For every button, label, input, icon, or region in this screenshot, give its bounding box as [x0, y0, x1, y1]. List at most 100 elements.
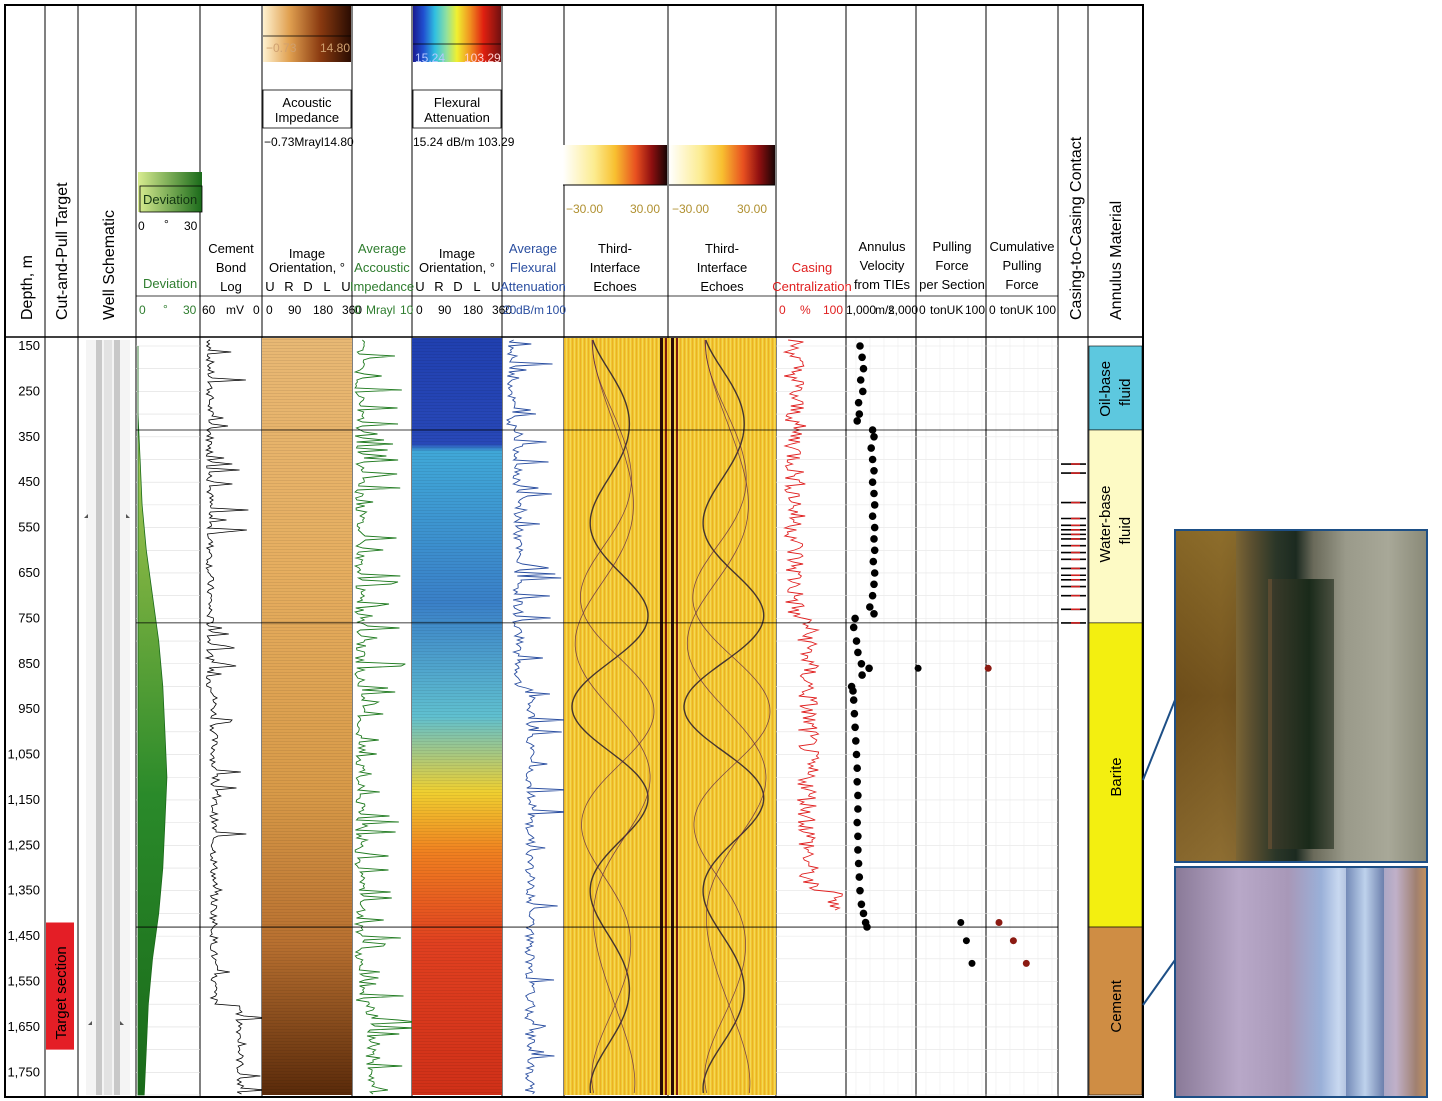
svg-text:30.00: 30.00	[630, 202, 660, 216]
svg-text:Casing: Casing	[792, 260, 832, 275]
orientation-scale-label: 0	[266, 303, 273, 317]
annulus-velocity-point	[870, 580, 878, 589]
deviation-title: Deviation	[143, 276, 197, 291]
annulus-velocity-point	[869, 557, 878, 566]
annulus-velocity-point	[870, 489, 878, 498]
orientation-scale-label: 360	[492, 303, 512, 317]
annulus-velocity-point	[854, 832, 862, 841]
svg-text:30.00: 30.00	[737, 202, 767, 216]
annulus-velocity-point	[859, 387, 867, 396]
svg-text:Pulling: Pulling	[932, 239, 971, 254]
orientation-label: L	[323, 279, 330, 294]
pulling-force-header: Pulling Force per Section 0 tonUK 100	[919, 239, 985, 317]
svg-text:15.24: 15.24	[415, 51, 445, 65]
svg-text:Image: Image	[289, 246, 325, 261]
svg-text:Flexural: Flexural	[434, 95, 480, 110]
annulus-velocity-point	[868, 512, 877, 520]
annulus-zone-label: fluid	[1117, 378, 1134, 406]
cbl-header: Cement Bond Log 60 mV 0	[202, 241, 260, 317]
svg-text:0: 0	[139, 303, 146, 317]
annulus-velocity-point	[850, 709, 859, 718]
deviation-legend: Deviation 0 ° 30	[138, 172, 203, 233]
cut-pull-title: Cut-and-Pull Target	[54, 182, 71, 320]
annulus-velocity-point	[854, 791, 862, 800]
annulus-velocity-point	[853, 764, 861, 772]
svg-text:Force: Force	[935, 258, 968, 273]
depth-tick-label: 250	[18, 383, 40, 398]
tie1-header: Third- Interface Echoes	[590, 241, 641, 294]
tie-echo-wave	[683, 339, 765, 1094]
svg-text:103.29: 103.29	[464, 51, 501, 65]
svg-text:Orientation, °: Orientation, °	[269, 260, 345, 275]
orientation-label: L	[473, 279, 480, 294]
svg-text:Third-: Third-	[598, 241, 632, 256]
annulus-zone-label: Water-base	[1097, 485, 1114, 562]
svg-text:Annulus: Annulus	[859, 239, 906, 254]
annulus-velocity-point	[854, 398, 863, 407]
orientation-label: U	[491, 279, 500, 294]
annulus-velocity-point	[859, 909, 868, 918]
annulus-velocity-point	[851, 614, 859, 623]
svg-text:0: 0	[989, 303, 996, 317]
svg-text:14.80: 14.80	[320, 41, 350, 55]
cement-casing-photo-streak	[1346, 868, 1384, 1096]
svg-text:dB/m: dB/m	[516, 303, 544, 317]
svg-text:Image: Image	[439, 246, 475, 261]
annulus-velocity-point	[870, 467, 878, 475]
svg-text:Orientation, °: Orientation, °	[419, 260, 495, 275]
annulus-velocity-point	[870, 546, 879, 555]
depth-tick-label: 1,050	[7, 747, 40, 762]
avg-ai-header: Average Accoustic Impedance 0 Mrayl 10	[350, 241, 414, 317]
cumulative-force-point	[995, 919, 1003, 926]
svg-text:per Section: per Section	[919, 277, 985, 292]
cumulative-force-header: Cumulative Pulling Force 0 tonUK 100	[989, 239, 1056, 317]
annulus-velocity-point	[857, 660, 866, 668]
orientation-label: D	[303, 279, 312, 294]
svg-text:Impedance: Impedance	[350, 279, 414, 294]
annulus-velocity-point	[856, 886, 864, 895]
tie2-header: Third- Interface Echoes	[697, 241, 748, 294]
centralization-header: Casing Centralization 0 % 100	[772, 260, 852, 317]
svg-text:Attenuation: Attenuation	[424, 110, 490, 125]
annulus-velocity-point	[852, 637, 861, 645]
depth-tick-label: 1,450	[7, 928, 40, 943]
svg-text:Impedance: Impedance	[275, 110, 339, 125]
svg-text:Velocity: Velocity	[860, 258, 905, 273]
fa-image-texture	[412, 338, 502, 1095]
annulus-velocity-point	[870, 433, 878, 441]
svg-text:Log: Log	[220, 279, 242, 294]
svg-text:Force: Force	[1005, 277, 1038, 292]
annulus-velocity-point	[849, 696, 858, 704]
annulus-zone	[1088, 345, 1143, 431]
tie1-colorbar: −30.00 30.00	[563, 145, 667, 216]
annulus-velocity-point	[857, 900, 866, 909]
svg-text:Echoes: Echoes	[593, 279, 637, 294]
svg-text:10: 10	[400, 303, 414, 317]
annulus-zone-label: fluid	[1117, 517, 1134, 545]
svg-text:Average: Average	[358, 241, 406, 256]
annulus-velocity-point	[852, 750, 861, 759]
svg-text:Average: Average	[509, 241, 557, 256]
annulus-velocity-points	[847, 342, 879, 931]
svg-text:tonUK: tonUK	[1000, 303, 1033, 317]
annulus-velocity-point	[859, 364, 868, 373]
annulus-zone	[1088, 622, 1143, 928]
annulus-velocity-point	[853, 417, 861, 425]
fa-image-header: Image Orientation, ° U R D L U0 90 180 360	[415, 246, 512, 317]
svg-text:Cement: Cement	[208, 241, 254, 256]
annulus-velocity-point	[858, 671, 866, 679]
cumulative-force-point	[1009, 937, 1017, 945]
depth-tick-label: 450	[18, 474, 40, 489]
tie-echo-waves	[571, 339, 771, 1094]
ai-image-texture	[262, 338, 352, 1095]
svg-text:0: 0	[138, 219, 145, 233]
svg-text:−0.73: −0.73	[266, 41, 297, 55]
tie-echo-wave	[580, 339, 655, 1094]
zone-boundary-lines	[136, 429, 1058, 928]
depth-tick-label: 750	[18, 610, 40, 625]
annulus-velocity-point	[855, 410, 864, 418]
annulus-zone-label: Oil-base	[1097, 361, 1114, 417]
cbl-curve	[204, 339, 269, 1095]
svg-text:30: 30	[184, 219, 198, 233]
